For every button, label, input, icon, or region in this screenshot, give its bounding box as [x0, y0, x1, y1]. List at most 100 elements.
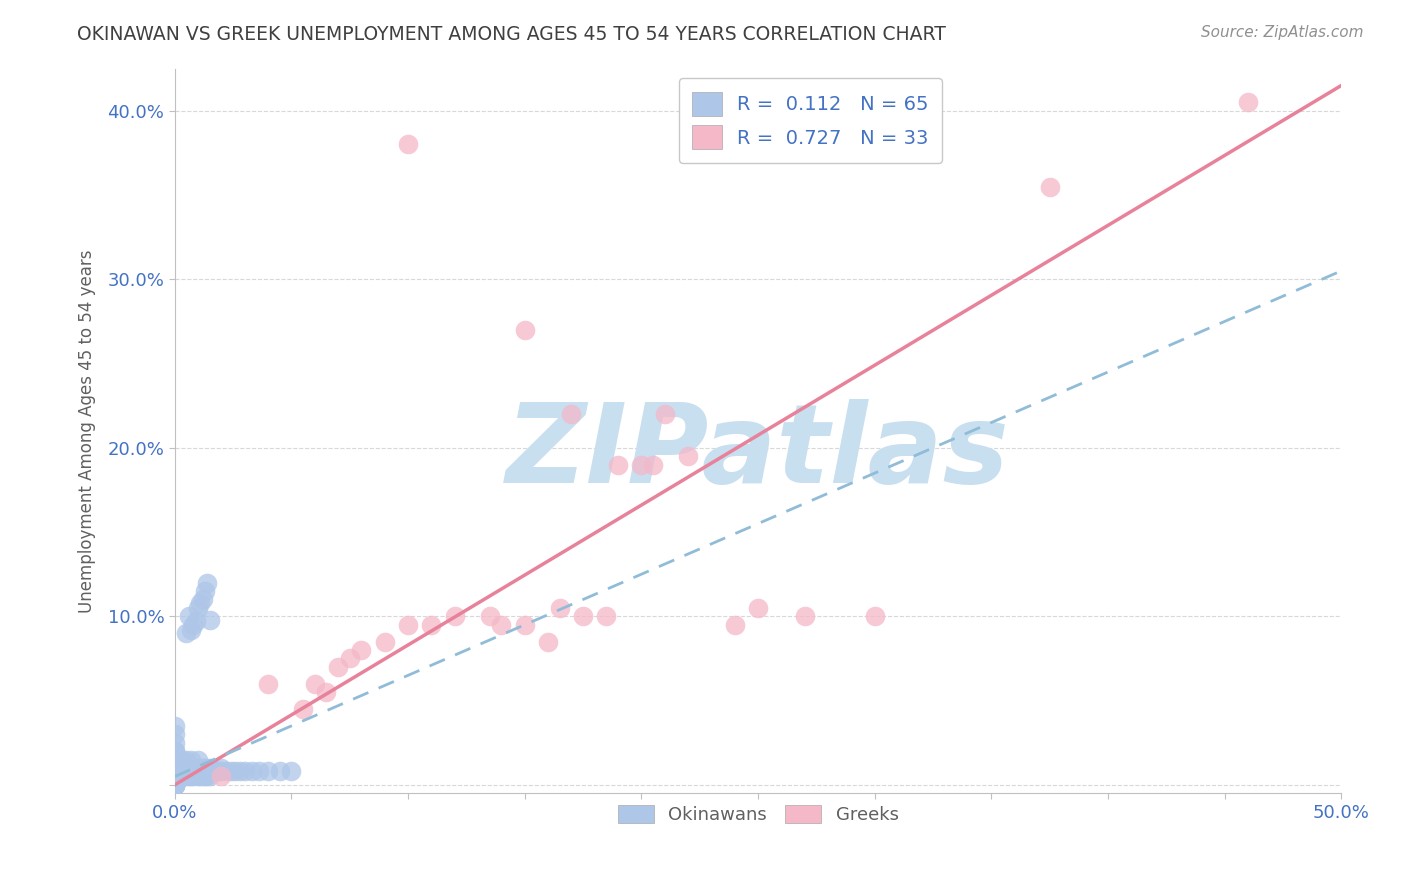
Point: [191, 770, 214, 784]
Point: [163, 778, 186, 792]
Point: [724, 617, 747, 632]
Point: [163, 744, 186, 758]
Point: [195, 770, 218, 784]
Point: [257, 764, 280, 779]
Point: [292, 702, 315, 716]
Point: [537, 634, 560, 648]
Point: [443, 609, 465, 624]
Point: [863, 609, 886, 624]
Point: [315, 685, 337, 699]
Text: Source: ZipAtlas.com: Source: ZipAtlas.com: [1201, 25, 1364, 40]
Point: [202, 764, 225, 779]
Point: [180, 623, 202, 637]
Point: [191, 761, 214, 775]
Point: [224, 764, 246, 779]
Point: [163, 778, 186, 792]
Point: [187, 753, 209, 767]
Point: [188, 770, 211, 784]
Point: [194, 761, 217, 775]
Point: [183, 761, 205, 775]
Point: [188, 596, 211, 610]
Point: [572, 609, 595, 624]
Point: [269, 764, 291, 779]
Point: [163, 761, 186, 775]
Point: [195, 575, 218, 590]
Legend: Okinawans, Greeks: Okinawans, Greeks: [607, 794, 910, 835]
Point: [326, 660, 349, 674]
Point: [233, 764, 256, 779]
Point: [176, 761, 198, 775]
Point: [374, 634, 396, 648]
Point: [793, 609, 815, 624]
Point: [183, 617, 205, 632]
Point: [229, 764, 252, 779]
Point: [641, 458, 664, 472]
Point: [198, 770, 221, 784]
Point: [194, 584, 217, 599]
Point: [420, 617, 443, 632]
Point: [630, 458, 652, 472]
Point: [654, 407, 676, 421]
Point: [183, 770, 205, 784]
Point: [219, 764, 242, 779]
Point: [195, 761, 218, 775]
Point: [240, 764, 263, 779]
Point: [1039, 179, 1062, 194]
Point: [205, 764, 228, 779]
Point: [177, 770, 200, 784]
Point: [513, 617, 536, 632]
Point: [257, 677, 280, 691]
Point: [176, 626, 198, 640]
Point: [176, 753, 198, 767]
Point: [191, 592, 214, 607]
Point: [513, 323, 536, 337]
Point: [163, 778, 186, 792]
Point: [180, 770, 202, 784]
Point: [163, 719, 186, 733]
Point: [163, 778, 186, 792]
Point: [163, 753, 186, 767]
Point: [187, 601, 209, 615]
Point: [595, 609, 617, 624]
Point: [177, 609, 200, 624]
Point: [676, 449, 699, 463]
Point: [184, 764, 207, 779]
Point: [607, 458, 630, 472]
Point: [478, 609, 501, 624]
Point: [339, 651, 361, 665]
Point: [163, 727, 186, 741]
Point: [177, 761, 200, 775]
Point: [170, 753, 193, 767]
Point: [1237, 95, 1260, 110]
Point: [170, 770, 193, 784]
Point: [163, 761, 186, 775]
Point: [209, 770, 232, 784]
Point: [188, 761, 211, 775]
Point: [548, 601, 571, 615]
Point: [396, 137, 419, 152]
Point: [187, 770, 209, 784]
Point: [247, 764, 270, 779]
Point: [184, 615, 207, 629]
Point: [163, 770, 186, 784]
Point: [170, 761, 193, 775]
Text: ZIPatlas: ZIPatlas: [506, 400, 1010, 506]
Point: [491, 617, 513, 632]
Point: [180, 753, 202, 767]
Point: [350, 643, 373, 657]
Point: [198, 761, 221, 775]
Point: [560, 407, 582, 421]
Point: [163, 778, 186, 792]
Point: [201, 764, 224, 779]
Point: [194, 770, 217, 784]
Point: [163, 770, 186, 784]
Point: [163, 744, 186, 758]
Point: [187, 761, 209, 775]
Point: [176, 770, 198, 784]
Point: [280, 764, 302, 779]
Point: [163, 761, 186, 775]
Point: [215, 764, 238, 779]
Point: [163, 761, 186, 775]
Point: [163, 770, 186, 784]
Point: [747, 601, 769, 615]
